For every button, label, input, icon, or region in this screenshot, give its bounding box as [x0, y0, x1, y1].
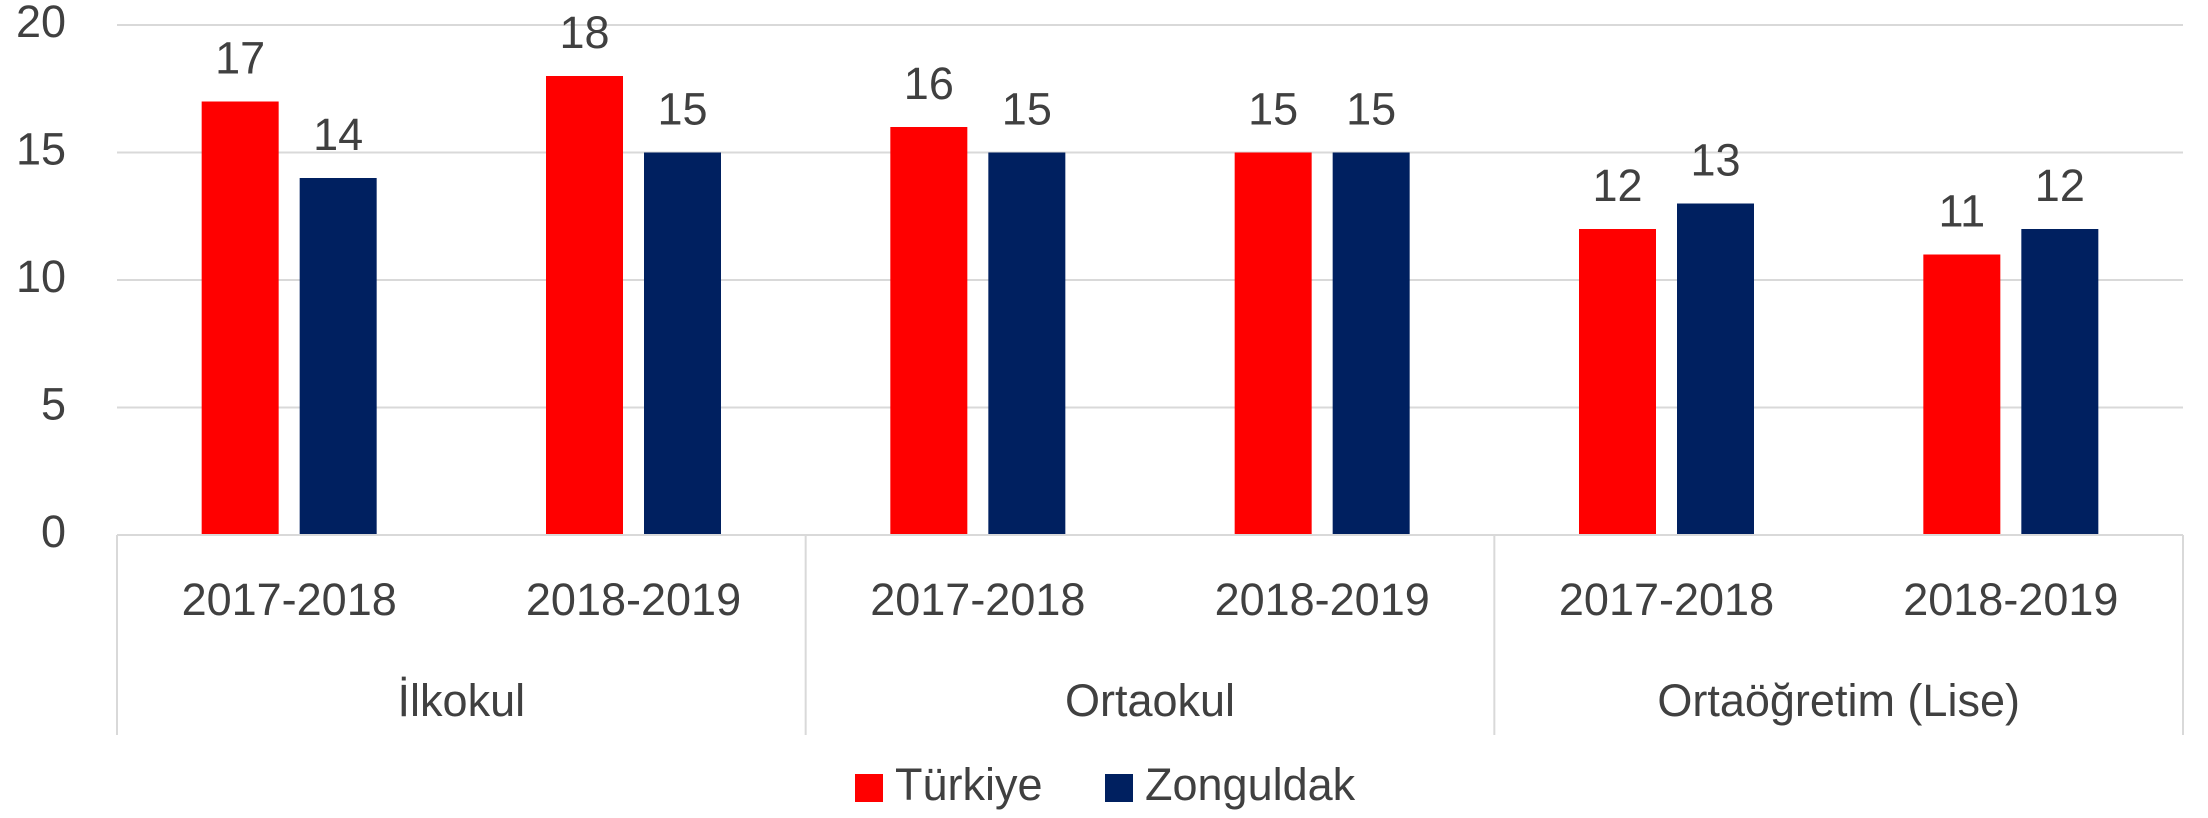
data-label: 15 — [1002, 83, 1052, 134]
bar — [299, 178, 377, 535]
legend-swatch — [1105, 774, 1133, 802]
legend-label: Zonguldak — [1145, 759, 1356, 810]
bar — [1234, 152, 1312, 535]
group-label: Ortaokul — [1065, 675, 1235, 726]
bar — [890, 127, 968, 535]
group-label: İlkokul — [398, 675, 526, 726]
bar — [988, 152, 1066, 535]
data-label: 16 — [904, 58, 954, 109]
x-tick-label: 2017-2018 — [182, 574, 397, 625]
x-tick-label: 2018-2019 — [1215, 574, 1430, 625]
data-label: 15 — [1248, 83, 1298, 134]
legend-swatch — [855, 774, 883, 802]
x-tick-label: 2017-2018 — [870, 574, 1085, 625]
group-label: Ortaöğretim (Lise) — [1657, 675, 2020, 726]
bar — [1923, 254, 2001, 535]
bar — [201, 101, 279, 535]
data-label: 17 — [215, 32, 265, 83]
legend-label: Türkiye — [895, 759, 1043, 810]
data-label: 14 — [313, 109, 363, 160]
y-tick-label: 5 — [41, 378, 66, 429]
data-label: 12 — [2035, 160, 2085, 211]
data-label: 15 — [1346, 83, 1396, 134]
bar — [2021, 229, 2099, 535]
data-label: 11 — [1938, 185, 1985, 236]
y-tick-label: 15 — [16, 123, 66, 174]
data-label: 12 — [1592, 160, 1642, 211]
bar — [1332, 152, 1410, 535]
data-label: 13 — [1690, 134, 1740, 185]
x-tick-label: 2017-2018 — [1559, 574, 1774, 625]
data-label: 15 — [657, 83, 707, 134]
bar — [1677, 203, 1754, 535]
bar — [546, 76, 623, 535]
bar — [1579, 229, 1656, 535]
bar — [644, 152, 721, 535]
y-tick-label: 0 — [41, 506, 66, 557]
x-tick-label: 2018-2019 — [1903, 574, 2118, 625]
y-tick-label: 20 — [16, 0, 66, 47]
x-tick-label: 2018-2019 — [526, 574, 741, 625]
data-label: 18 — [559, 7, 609, 58]
y-tick-label: 10 — [16, 251, 66, 302]
